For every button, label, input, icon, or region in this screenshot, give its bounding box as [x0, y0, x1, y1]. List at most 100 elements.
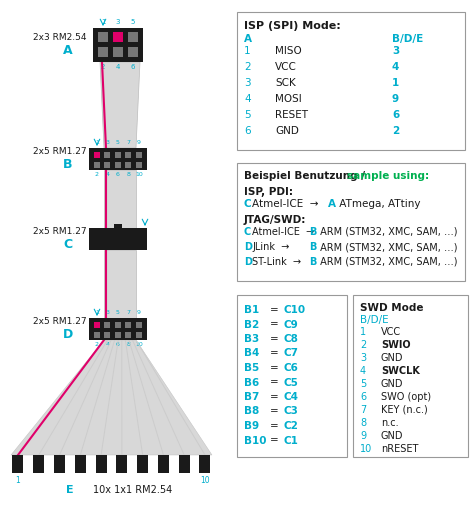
Bar — [54, 455, 65, 473]
Text: SWD Mode: SWD Mode — [360, 303, 423, 313]
Text: 2x5 RM1.27: 2x5 RM1.27 — [33, 148, 87, 156]
Text: GND: GND — [381, 353, 403, 363]
Text: 6: 6 — [116, 342, 120, 347]
Text: JLink  →: JLink → — [252, 242, 296, 252]
Text: B/D/E: B/D/E — [392, 34, 423, 44]
Bar — [115, 332, 121, 338]
Bar — [104, 250, 136, 318]
Text: 1: 1 — [95, 140, 99, 145]
Text: nRESET: nRESET — [381, 444, 419, 454]
Text: 4: 4 — [116, 64, 120, 70]
Text: 7: 7 — [360, 405, 366, 415]
Text: 6: 6 — [116, 172, 120, 177]
Text: B2: B2 — [244, 319, 259, 330]
Text: 5: 5 — [131, 19, 135, 25]
Text: =: = — [270, 378, 279, 388]
Bar — [179, 455, 190, 473]
Bar — [158, 455, 169, 473]
Text: 1: 1 — [101, 19, 105, 25]
Text: 2: 2 — [95, 172, 99, 177]
Text: =: = — [270, 421, 279, 431]
Text: ISP, PDI:: ISP, PDI: — [244, 187, 293, 197]
Text: C4: C4 — [284, 392, 299, 402]
Text: C9: C9 — [284, 319, 299, 330]
Text: B4: B4 — [244, 348, 259, 359]
Text: 5: 5 — [360, 379, 366, 389]
Bar — [136, 332, 142, 338]
Bar — [33, 455, 44, 473]
Bar — [117, 455, 128, 473]
Polygon shape — [100, 62, 140, 148]
Bar — [94, 332, 100, 338]
Text: C5: C5 — [284, 378, 299, 388]
Text: B: B — [309, 227, 316, 237]
Bar — [126, 162, 131, 168]
Text: MOSI: MOSI — [275, 94, 302, 104]
Bar — [115, 152, 121, 158]
Text: C7: C7 — [284, 348, 299, 359]
Text: =: = — [270, 305, 279, 315]
Text: VCC: VCC — [275, 62, 297, 72]
Text: 3: 3 — [106, 310, 109, 315]
Text: B1: B1 — [244, 305, 259, 315]
Bar — [136, 162, 142, 168]
Text: GND: GND — [381, 431, 403, 441]
Text: 2: 2 — [360, 340, 366, 350]
Text: ARM (STM32, XMC, SAM, …): ARM (STM32, XMC, SAM, …) — [317, 257, 457, 267]
Text: B5: B5 — [244, 363, 259, 373]
Bar — [126, 322, 131, 328]
Bar — [89, 148, 147, 170]
Text: 2x5 RM1.27: 2x5 RM1.27 — [33, 317, 87, 327]
Text: 10: 10 — [200, 476, 210, 485]
Text: D: D — [244, 242, 252, 252]
Text: 1: 1 — [16, 476, 20, 485]
Bar — [94, 162, 100, 168]
Text: 2: 2 — [95, 342, 99, 347]
Bar — [353, 295, 468, 457]
Text: A: A — [328, 199, 336, 209]
Text: C1: C1 — [284, 436, 299, 445]
Text: C6: C6 — [284, 363, 299, 373]
Bar — [89, 228, 147, 250]
Text: SWIO: SWIO — [381, 340, 410, 350]
Bar — [94, 152, 100, 158]
Text: B: B — [63, 157, 73, 170]
Bar — [115, 162, 121, 168]
Bar — [104, 332, 110, 338]
Text: D: D — [63, 328, 73, 341]
Text: A: A — [244, 34, 252, 44]
Text: ARM (STM32, XMC, SAM, …): ARM (STM32, XMC, SAM, …) — [317, 227, 457, 237]
Text: 7: 7 — [127, 310, 130, 315]
Text: 4: 4 — [106, 172, 109, 177]
Bar — [237, 12, 465, 150]
Text: 1: 1 — [360, 327, 366, 337]
Text: 5: 5 — [116, 310, 120, 315]
Text: =: = — [270, 363, 279, 373]
Bar — [104, 152, 110, 158]
Text: 7: 7 — [127, 140, 130, 145]
Text: C3: C3 — [284, 407, 299, 416]
Text: JTAG/SWD:: JTAG/SWD: — [244, 215, 306, 225]
Text: 8: 8 — [127, 172, 130, 177]
Bar — [115, 322, 121, 328]
Text: 3: 3 — [392, 46, 399, 56]
Text: 2: 2 — [392, 126, 399, 136]
Bar — [96, 455, 107, 473]
Bar — [12, 455, 24, 473]
Text: SWCLK: SWCLK — [381, 366, 420, 376]
Text: 8: 8 — [360, 418, 366, 428]
Text: 9: 9 — [360, 431, 366, 441]
Bar — [94, 322, 100, 328]
Bar — [200, 455, 210, 473]
Bar — [98, 47, 108, 57]
Bar — [126, 152, 131, 158]
Text: GND: GND — [381, 379, 403, 389]
Text: n.c.: n.c. — [381, 418, 399, 428]
Text: 5: 5 — [116, 140, 120, 145]
Text: 10: 10 — [135, 172, 143, 177]
Bar — [104, 322, 110, 328]
Text: SCK: SCK — [275, 78, 296, 88]
Bar — [126, 332, 131, 338]
Text: C: C — [64, 237, 73, 250]
Text: VCC: VCC — [381, 327, 401, 337]
